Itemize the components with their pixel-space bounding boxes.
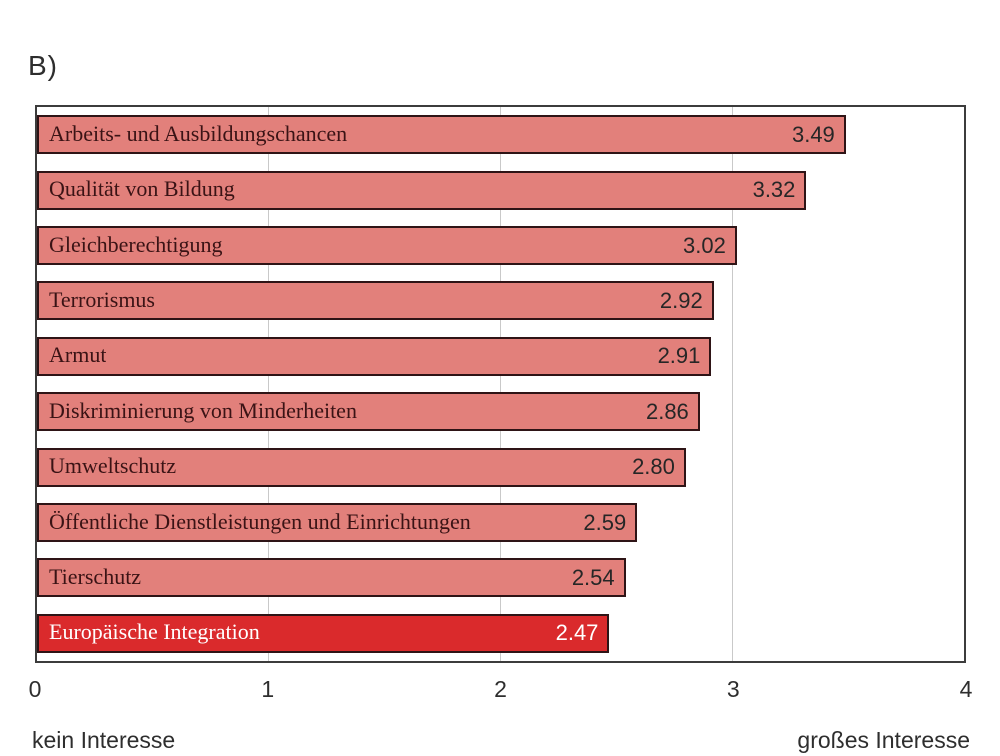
bar-value-label: 2.47 (555, 620, 599, 646)
bar: Tierschutz 2.54 (37, 558, 626, 598)
bar-row: Armut 2.91 (37, 329, 964, 384)
bar: Umweltschutz 2.80 (37, 447, 686, 487)
bar-row: Öffentliche Dienstleistungen und Einrich… (37, 495, 964, 550)
bar-value-label: 3.32 (752, 177, 796, 203)
bar-category-label: Tierschutz (49, 565, 142, 589)
figure-label: B) (28, 50, 58, 81)
bar-value-label: 2.59 (583, 509, 627, 535)
bar-category-label: Europäische Integration (49, 621, 260, 645)
bar-highlighted: Europäische Integration 2.47 (37, 613, 610, 653)
bar: Gleichberechtigung 3.02 (37, 226, 737, 266)
bar-row: Arbeits- und Ausbildungschancen 3.49 (37, 107, 964, 162)
bar-value-label: 2.92 (659, 287, 703, 313)
bar-value-label: 2.86 (645, 398, 689, 424)
gridline (268, 107, 270, 661)
x-axis: 0 1 2 3 4 (29, 676, 973, 708)
bar-value-label: 2.54 (571, 564, 615, 590)
bar-category-label: Qualität von Bildung (49, 178, 235, 202)
x-tick-label: 4 (959, 676, 973, 702)
bar-row: Gleichberechtigung 3.02 (37, 218, 964, 273)
bar: Terrorismus 2.92 (37, 281, 714, 321)
bar-row: Europäische Integration 2.47 (37, 606, 964, 661)
bar-category-label: Diskriminierung von Minderheiten (49, 399, 357, 423)
bar: Öffentliche Dienstleistungen und Einrich… (37, 503, 638, 543)
bar-row: Tierschutz 2.54 (37, 550, 964, 605)
bar-value-label: 3.49 (791, 121, 835, 147)
bar: Arbeits- und Ausbildungschancen 3.49 (37, 115, 846, 155)
bar: Qualität von Bildung 3.32 (37, 170, 807, 210)
bar-category-label: Gleichberechtigung (49, 233, 223, 257)
bar-row: Diskriminierung von Minderheiten 2.86 (37, 384, 964, 439)
x-tick-label: 1 (261, 676, 275, 702)
bar-category-label: Öffentliche Dienstleistungen und Einrich… (49, 510, 471, 534)
bar-category-label: Arbeits- und Ausbildungschancen (49, 122, 348, 146)
bar-value-label: 3.02 (683, 232, 726, 258)
plot-area: Arbeits- und Ausbildungschancen 3.49 Quali… (35, 105, 966, 663)
gridline (731, 107, 733, 661)
x-tick-label: 0 (28, 676, 42, 702)
bar-category-label: Umweltschutz (49, 455, 177, 479)
bar-value-label: 2.91 (657, 343, 701, 369)
bar-value-label: 2.80 (632, 454, 675, 480)
bar-row: Umweltschutz 2.80 (37, 439, 964, 494)
bar-category-label: Armut (49, 344, 107, 368)
gridline (500, 107, 501, 661)
bar-category-label: Terrorismus (49, 288, 155, 312)
bar-row: Terrorismus 2.92 (37, 273, 964, 328)
bar-row: Qualität von Bildung 3.32 (37, 162, 964, 217)
bar: Diskriminierung von Minderheiten 2.86 (37, 392, 700, 432)
x-tick-label: 3 (726, 676, 740, 702)
axis-caption-max: großes Interesse (797, 727, 970, 753)
x-tick-label: 2 (494, 676, 507, 702)
bar: Armut 2.91 (37, 336, 712, 376)
bars-layer: Arbeits- und Ausbildungschancen 3.49 Quali… (37, 107, 964, 661)
axis-caption-min: kein Interesse (32, 727, 176, 753)
